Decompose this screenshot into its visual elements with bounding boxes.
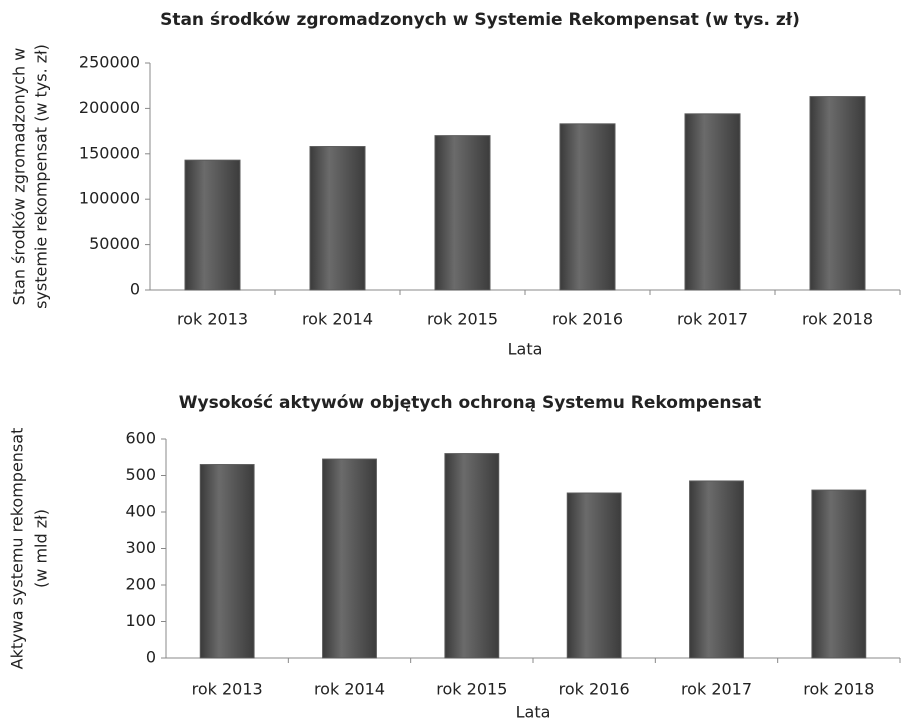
y-axis-label: Aktywa systemu rekompensat xyxy=(8,428,27,670)
x-tick-label: rok 2017 xyxy=(681,680,752,699)
bar xyxy=(322,458,377,659)
bar xyxy=(809,96,866,291)
bar xyxy=(684,113,741,291)
y-tick-label: 250000 xyxy=(79,53,140,72)
y-tick-label: 200 xyxy=(125,575,156,594)
y-tick-label: 400 xyxy=(125,502,156,521)
bar xyxy=(184,159,241,291)
x-tick-label: rok 2013 xyxy=(192,680,263,699)
y-tick-label: 200000 xyxy=(79,98,140,117)
x-tick-label: rok 2017 xyxy=(677,310,748,329)
x-tick-label: rok 2015 xyxy=(436,680,507,699)
y-tick-label: 50000 xyxy=(89,234,140,253)
bar xyxy=(689,480,744,659)
x-tick-label: rok 2016 xyxy=(552,310,623,329)
x-axis-label: Lata xyxy=(516,703,551,722)
y-axis-label: Stan środków zgromadzonych w xyxy=(10,48,29,306)
y-tick-label: 100 xyxy=(125,611,156,630)
x-tick-label: rok 2014 xyxy=(314,680,385,699)
x-tick-label: rok 2016 xyxy=(559,680,630,699)
chart-title: Stan środków zgromadzonych w Systemie Re… xyxy=(160,10,800,30)
y-axis-label: (w mld zł) xyxy=(32,509,51,588)
y-tick-label: 300 xyxy=(125,538,156,557)
y-tick-label: 0 xyxy=(130,280,140,299)
x-tick-label: rok 2015 xyxy=(427,310,498,329)
chart-title: Wysokość aktywów objętych ochroną System… xyxy=(179,393,761,413)
x-tick-label: rok 2018 xyxy=(803,680,874,699)
y-tick-label: 0 xyxy=(146,648,156,667)
x-tick-label: rok 2018 xyxy=(802,310,873,329)
bar xyxy=(199,464,255,659)
y-tick-label: 100000 xyxy=(79,189,140,208)
bar xyxy=(444,453,500,659)
x-tick-label: rok 2014 xyxy=(302,310,373,329)
bar xyxy=(434,135,491,291)
bar xyxy=(559,123,616,291)
y-tick-label: 600 xyxy=(125,429,156,448)
y-tick-label: 150000 xyxy=(79,143,140,162)
y-tick-label: 500 xyxy=(125,465,156,484)
bar xyxy=(566,492,622,659)
x-axis-label: Lata xyxy=(508,340,543,359)
x-tick-label: rok 2013 xyxy=(177,310,248,329)
bar xyxy=(811,489,867,659)
y-axis-label: systemie rekompensat (w tys. zł) xyxy=(32,44,51,309)
bar xyxy=(309,146,366,291)
